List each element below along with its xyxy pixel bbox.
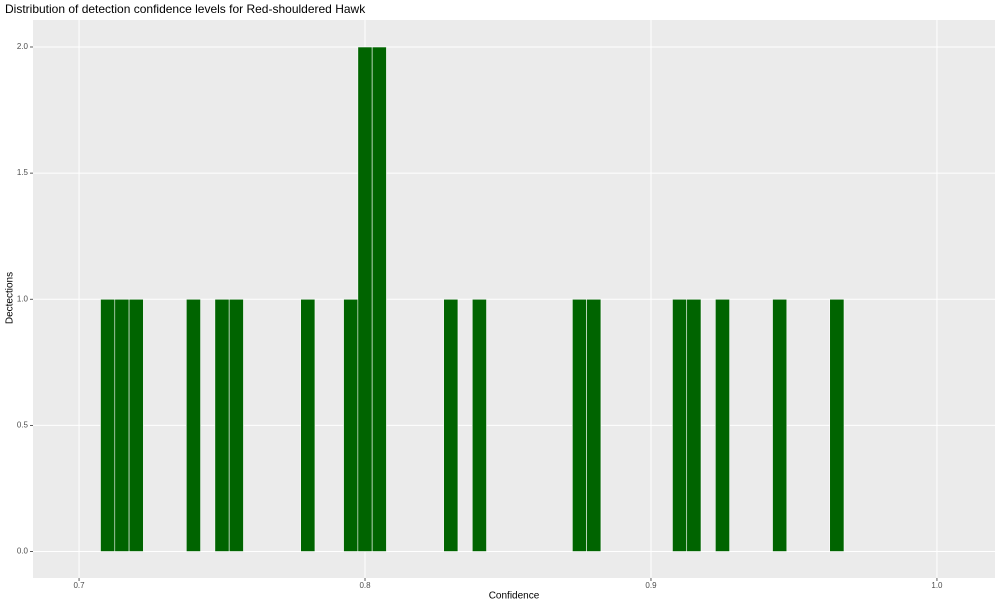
bar	[829, 298, 845, 552]
y-axis-title: Dectections	[5, 272, 16, 324]
chart-title: Distribution of detection confidence lev…	[5, 2, 366, 16]
x-tick-label: 0.7	[73, 581, 85, 590]
bar	[357, 46, 373, 552]
bar	[471, 298, 487, 552]
y-tick-label: 1.5	[17, 168, 29, 177]
x-tick-label: 1.0	[931, 581, 943, 590]
bar	[343, 298, 359, 552]
bar	[371, 46, 387, 552]
bar	[686, 298, 702, 552]
bar	[572, 298, 587, 552]
bar	[672, 298, 688, 552]
bar	[715, 298, 730, 552]
y-tick-label: 2.0	[17, 42, 29, 51]
bar	[214, 298, 230, 552]
x-tick-label: 0.9	[645, 581, 657, 590]
bar	[114, 298, 130, 552]
bar	[772, 298, 788, 552]
bar	[443, 298, 459, 552]
x-tick-label: 0.8	[359, 581, 371, 590]
bar	[228, 298, 244, 552]
y-tick-label: 0.0	[17, 547, 29, 556]
x-axis-title: Confidence	[489, 591, 540, 602]
bar	[128, 298, 144, 552]
bar	[185, 298, 201, 552]
bar	[300, 298, 316, 552]
y-tick-label: 0.5	[17, 420, 29, 429]
bar	[100, 298, 116, 552]
bar	[586, 298, 602, 552]
y-tick-label: 1.0	[17, 294, 29, 303]
